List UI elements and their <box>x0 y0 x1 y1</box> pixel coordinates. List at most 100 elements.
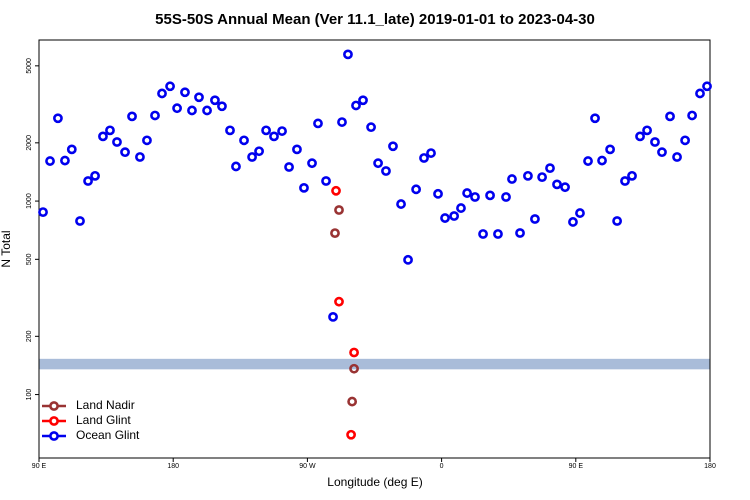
data-point <box>560 182 570 193</box>
data-point <box>349 347 359 358</box>
data-point <box>135 152 145 162</box>
data-point <box>343 49 353 60</box>
data-point <box>349 363 359 374</box>
data-point <box>485 190 495 201</box>
chart-title: 55S-50S Annual Mean (Ver 11.1_late) 2019… <box>155 11 595 28</box>
data-point <box>66 144 77 155</box>
data-point <box>373 158 383 169</box>
data-point <box>127 111 137 122</box>
data-point <box>449 211 460 221</box>
x-tick-label: 90 E <box>569 463 584 470</box>
data-point <box>225 125 235 136</box>
plot-frame <box>38 39 711 459</box>
data-point <box>269 131 279 142</box>
data-point <box>366 122 376 133</box>
data-point <box>411 184 422 195</box>
data-point <box>299 182 309 193</box>
data-point <box>172 103 182 114</box>
y-axis-label: N Total <box>0 230 13 267</box>
legend-marker <box>49 431 59 441</box>
data-point <box>277 126 287 136</box>
legend-marker <box>49 416 59 426</box>
data-point <box>612 216 623 226</box>
legend-label: Land Glint <box>76 413 131 427</box>
data-point <box>313 118 323 129</box>
data-point <box>657 147 667 158</box>
data-point <box>187 105 197 116</box>
data-point <box>478 229 488 239</box>
x-tick-label: 90 W <box>299 463 316 470</box>
data-point <box>292 144 302 155</box>
legend-marker <box>49 401 59 411</box>
data-point <box>597 155 607 166</box>
data-point <box>194 92 204 103</box>
data-point <box>247 152 257 162</box>
data-point <box>642 125 652 136</box>
data-point <box>150 110 160 121</box>
y-tick-label: 2000 <box>26 135 33 151</box>
data-point <box>202 105 212 116</box>
data-point <box>680 135 690 146</box>
data-point <box>419 153 429 163</box>
data-point <box>157 88 167 99</box>
x-tick-label: 180 <box>704 463 716 470</box>
data-point <box>83 176 93 186</box>
data-point <box>695 88 705 99</box>
data-point <box>388 141 398 152</box>
data-point <box>396 199 406 209</box>
data-point <box>470 192 480 202</box>
data-point <box>358 95 368 106</box>
data-point <box>165 81 175 92</box>
data-point <box>456 203 466 213</box>
data-point <box>552 179 562 190</box>
data-point <box>38 207 48 218</box>
data-point <box>575 208 585 218</box>
data-point <box>331 185 341 196</box>
data-point <box>507 174 517 184</box>
data-point <box>568 217 578 227</box>
data-point <box>702 81 712 92</box>
data-point <box>501 192 511 202</box>
data-point <box>105 125 115 136</box>
data-point <box>239 135 249 146</box>
data-point <box>45 156 55 166</box>
data-point <box>650 137 660 147</box>
data-point <box>284 162 294 172</box>
data-point <box>346 429 356 440</box>
data-point <box>403 254 413 265</box>
data-point <box>620 176 630 186</box>
data-point <box>75 216 85 226</box>
data-point <box>351 100 361 111</box>
data-point <box>90 170 100 181</box>
data-point <box>334 296 344 307</box>
data-point <box>307 158 317 169</box>
data-point <box>112 137 122 147</box>
data-point <box>53 113 63 124</box>
legend-label: Land Nadir <box>76 398 135 412</box>
x-tick-label: 0 <box>440 463 444 470</box>
data-point <box>231 161 241 172</box>
data-point <box>347 396 358 407</box>
data-point <box>627 170 637 181</box>
y-tick-label: 5000 <box>26 58 33 74</box>
x-tick-label: 180 <box>167 463 179 470</box>
data-point <box>635 131 645 142</box>
data-point <box>545 163 555 174</box>
data-point <box>180 87 190 98</box>
data-point <box>337 117 347 127</box>
y-tick-label: 1000 <box>26 193 33 209</box>
data-point <box>493 229 503 239</box>
x-axis-label: Longitude (deg E) <box>327 475 422 489</box>
data-point <box>433 188 443 199</box>
y-tick-label: 100 <box>26 389 33 401</box>
data-point <box>605 144 615 155</box>
data-point <box>261 125 271 136</box>
data-point <box>537 172 548 183</box>
data-point <box>665 111 675 122</box>
data-point <box>120 147 130 158</box>
data-point <box>254 146 264 157</box>
data-point <box>328 311 338 322</box>
data-point <box>217 101 227 112</box>
y-tick-label: 200 <box>26 330 33 342</box>
data-point <box>583 156 593 166</box>
